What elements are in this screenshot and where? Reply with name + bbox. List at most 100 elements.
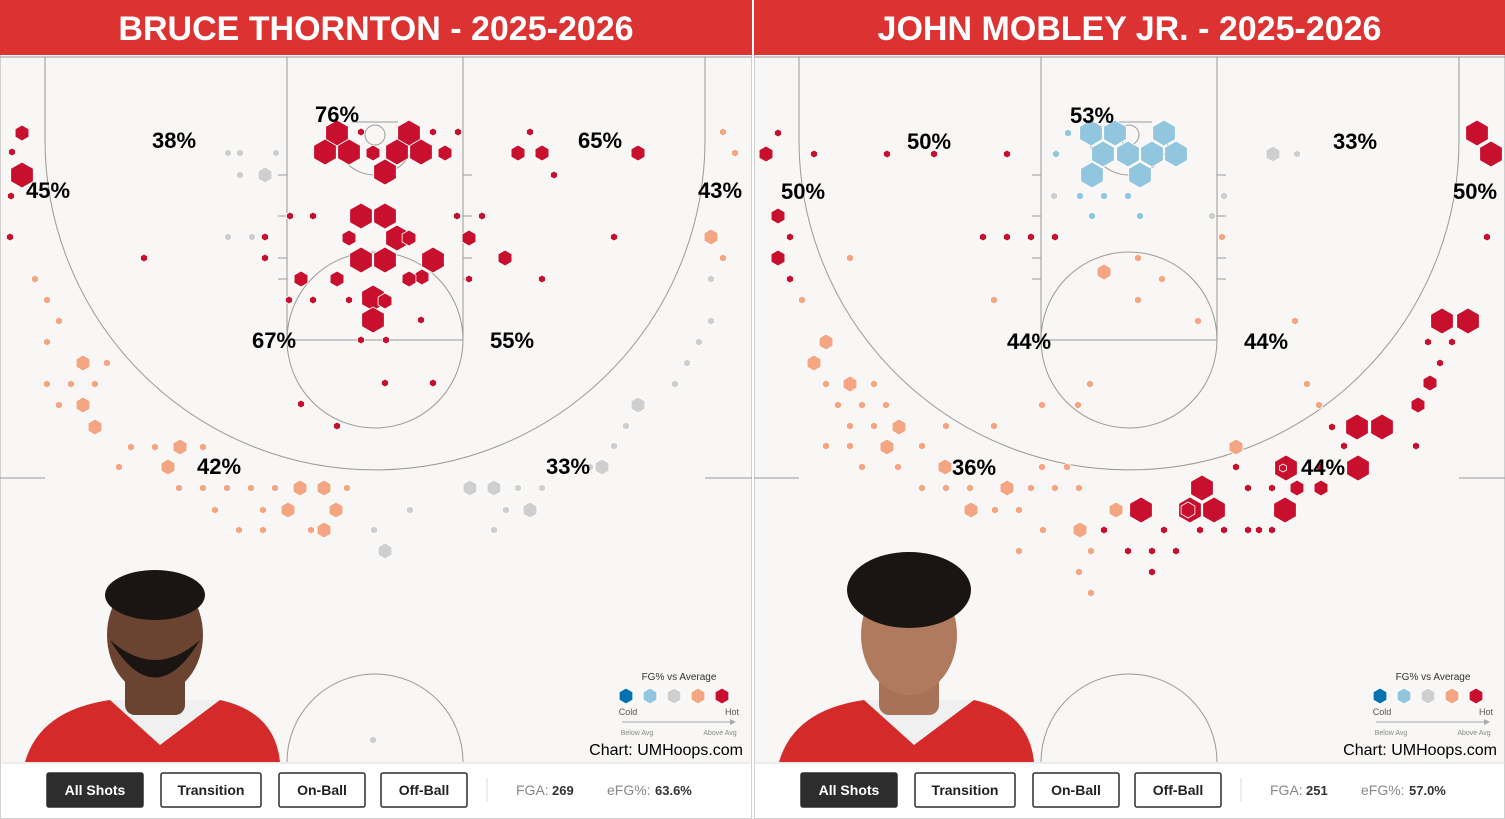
- player-hair: [105, 570, 205, 620]
- zone-fg-pct: 44%: [1301, 455, 1345, 480]
- shot-hex: [224, 232, 232, 242]
- shot-hex: [1196, 525, 1204, 535]
- shot-hex: [1091, 140, 1115, 168]
- rim: [364, 124, 386, 146]
- shot-hex: [1244, 525, 1252, 535]
- shot-hex: [373, 202, 397, 230]
- legend-arrowhead: [1484, 719, 1490, 725]
- shot-hex: [309, 295, 317, 305]
- shot-hex: [87, 418, 103, 436]
- shot-hex: [377, 292, 393, 310]
- shot-hex: [361, 306, 385, 334]
- legend-title: FG% vs Average: [642, 672, 717, 683]
- shot-hex: [538, 274, 546, 284]
- shot-hex: [293, 270, 309, 288]
- shot-hex: [1316, 462, 1324, 472]
- button-box: [46, 772, 144, 808]
- shot-hex: [918, 483, 926, 493]
- shot-hex: [770, 249, 786, 267]
- shot-hex: [930, 149, 938, 159]
- shot-hex: [1328, 422, 1336, 432]
- shot-hex: [891, 418, 907, 436]
- three-point-line: [44, 57, 706, 471]
- shot-hex: [1128, 161, 1152, 189]
- free-throw-circle: [1040, 251, 1218, 429]
- shot-hex: [966, 483, 974, 493]
- shot-hex: [67, 379, 75, 389]
- shot-hex: [429, 378, 437, 388]
- shot-hex: [478, 211, 486, 221]
- filter-button[interactable]: Transition: [914, 772, 1016, 808]
- shot-hex: [942, 421, 950, 431]
- shot-hex: [6, 232, 14, 242]
- button-label: Transition: [178, 782, 245, 798]
- shot-hex: [707, 274, 715, 284]
- shot-hex: [1313, 479, 1329, 497]
- legend-hex: [642, 687, 658, 705]
- shot-hex: [1345, 413, 1369, 441]
- shot-hex: [1080, 161, 1104, 189]
- header: [0, 0, 752, 55]
- button-box: [914, 772, 1016, 808]
- shot-hex: [1158, 274, 1166, 284]
- button-box: [1032, 772, 1120, 808]
- shot-hex: [55, 400, 63, 410]
- shot-hex: [309, 211, 317, 221]
- shot-hex: [622, 421, 630, 431]
- shot-hex: [502, 505, 510, 515]
- shot-hex: [307, 525, 315, 535]
- shot-hex: [798, 295, 806, 305]
- shot-hex: [75, 396, 91, 414]
- filter-button[interactable]: Transition: [160, 772, 262, 808]
- shot-hex: [261, 232, 269, 242]
- shot-hex: [1148, 567, 1156, 577]
- filter-button[interactable]: All Shots: [46, 772, 144, 808]
- shot-hex: [1087, 546, 1095, 556]
- shot-hex: [1074, 400, 1082, 410]
- shot-hex: [1448, 337, 1456, 347]
- filter-button[interactable]: On-Ball: [278, 772, 366, 808]
- shot-hex: [1108, 501, 1124, 519]
- filter-button[interactable]: Off-Ball: [1134, 772, 1222, 808]
- legend-arrowhead: [730, 719, 736, 725]
- shot-hex: [1220, 191, 1228, 201]
- shot-hex: [1075, 567, 1083, 577]
- shot-hex: [1129, 496, 1153, 524]
- shot-hex: [1076, 191, 1084, 201]
- shot-hex: [1051, 483, 1059, 493]
- shot-hex: [1412, 441, 1420, 451]
- legend-below: Below Avg: [1375, 730, 1408, 737]
- shot-hex: [719, 253, 727, 263]
- shot-hex: [834, 400, 842, 410]
- shot-hex: [259, 505, 267, 515]
- shot-hex: [43, 379, 51, 389]
- shot-hex: [325, 119, 349, 147]
- shot-hex: [497, 249, 513, 267]
- shot-hex: [103, 358, 111, 368]
- shot-hex: [1268, 525, 1276, 535]
- shot-hex: [979, 232, 987, 242]
- credit: Chart: UMHoops.com: [589, 742, 743, 759]
- shot-hex: [1218, 232, 1226, 242]
- shot-hex: [1194, 316, 1202, 326]
- filter-button[interactable]: On-Ball: [1032, 772, 1120, 808]
- shot-hex: [343, 483, 351, 493]
- filter-button[interactable]: Off-Ball: [380, 772, 468, 808]
- shot-hex: [462, 479, 478, 497]
- filter-button[interactable]: All Shots: [800, 772, 898, 808]
- shot-hex: [858, 400, 866, 410]
- shot-hex: [1103, 119, 1127, 147]
- panel-title: BRUCE THORNTON - 2025-2026: [118, 10, 633, 48]
- shot-hex: [1116, 140, 1140, 168]
- shot-hex: [172, 438, 188, 456]
- shot-hex: [381, 378, 389, 388]
- stat-label: eFG%:: [607, 782, 651, 798]
- shot-hex: [1027, 483, 1035, 493]
- shot-hex: [1303, 379, 1311, 389]
- shot-hex: [341, 229, 357, 247]
- shot-hex: [1456, 307, 1480, 335]
- shot-hex: [1100, 191, 1108, 201]
- shot-hex: [345, 295, 353, 305]
- shot-hex: [1003, 232, 1011, 242]
